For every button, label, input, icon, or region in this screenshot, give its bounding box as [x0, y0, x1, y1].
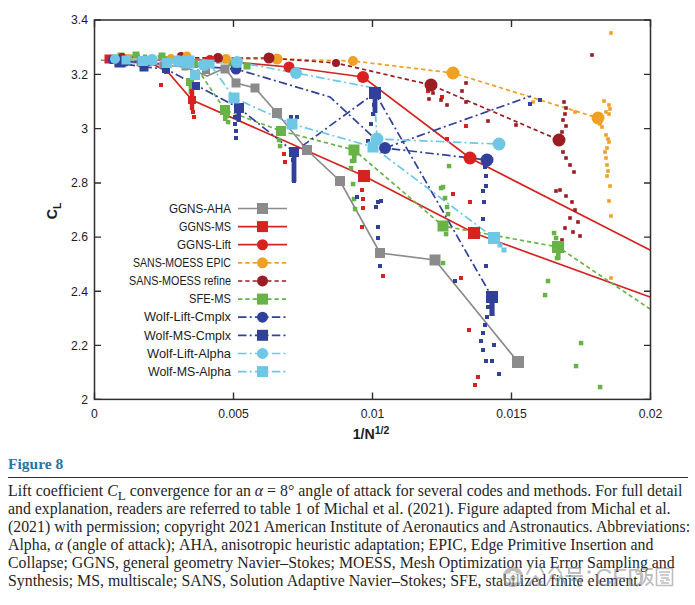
svg-text:CFD: CFD: [595, 564, 644, 591]
